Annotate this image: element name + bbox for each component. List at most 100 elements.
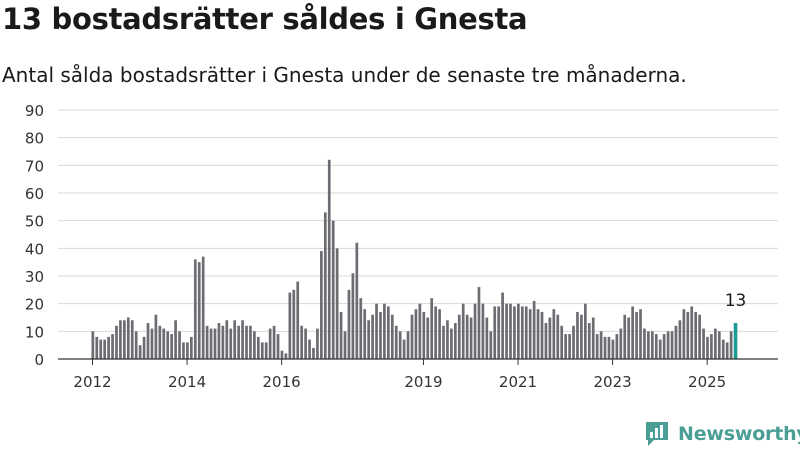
- bar: [142, 336, 146, 359]
- bar: [552, 309, 556, 359]
- bar: [414, 309, 418, 359]
- bar: [111, 334, 114, 359]
- bar: [717, 331, 721, 359]
- bar: [556, 314, 560, 359]
- bar: [107, 336, 110, 359]
- bar: [670, 331, 674, 359]
- bar: [706, 336, 709, 359]
- y-tick-label: 50: [25, 213, 44, 231]
- bar: [253, 331, 256, 359]
- bar: [702, 328, 705, 359]
- bar: [134, 331, 138, 359]
- bar: [327, 159, 331, 359]
- bar: [182, 342, 185, 359]
- bar: [233, 320, 237, 359]
- brand-name: Newsworthy: [678, 423, 800, 445]
- bar: [268, 328, 272, 359]
- bar: [721, 339, 725, 359]
- bar: [237, 325, 240, 359]
- bar: [477, 287, 481, 359]
- bar: [422, 311, 426, 359]
- bar: [280, 350, 284, 359]
- bar: [205, 325, 209, 359]
- bar: [517, 303, 520, 359]
- bar: [394, 325, 398, 359]
- bar: [241, 320, 244, 359]
- bar: [312, 347, 315, 359]
- y-tick-label: 10: [25, 323, 44, 341]
- bar: [406, 331, 410, 359]
- x-tick-label: 2016: [263, 373, 301, 391]
- bar: [138, 345, 142, 359]
- bar: [343, 331, 347, 359]
- x-tick-label: 2021: [499, 373, 537, 391]
- gridlines: [58, 109, 778, 332]
- bar: [453, 323, 457, 359]
- bar: [682, 309, 686, 359]
- bar: [371, 314, 374, 359]
- bar: [201, 256, 205, 359]
- bar: [245, 325, 248, 359]
- bar: [532, 300, 536, 359]
- bar: [615, 334, 619, 359]
- x-tick-label: 2019: [404, 373, 442, 391]
- bar: [115, 325, 118, 359]
- bar: [513, 306, 516, 359]
- bar: [193, 259, 197, 359]
- bar: [260, 342, 264, 359]
- annotations: 13: [725, 291, 747, 311]
- bar: [300, 325, 304, 359]
- bar: [225, 320, 229, 359]
- bar: [572, 325, 575, 359]
- bar: [465, 314, 469, 359]
- bar: [367, 320, 370, 359]
- bar: [678, 320, 682, 359]
- bar: [217, 323, 221, 359]
- bar: [729, 331, 733, 359]
- x-tick-label: 2023: [593, 373, 631, 391]
- y-tick-label: 20: [25, 296, 44, 314]
- bar: [662, 334, 666, 359]
- bar: [359, 298, 363, 359]
- y-tick-label: 40: [25, 240, 44, 258]
- bar: [375, 303, 378, 359]
- bar: [178, 331, 181, 359]
- bar: [473, 303, 477, 359]
- y-tick-label: 90: [25, 102, 44, 120]
- bar: [426, 317, 430, 359]
- bar: [186, 342, 189, 359]
- bar: [284, 353, 288, 359]
- chart-subtitle: Antal sålda bostadsrätter i Gnesta under…: [2, 63, 687, 87]
- bar: [402, 339, 406, 359]
- bar: [544, 323, 548, 359]
- bar: [639, 309, 642, 359]
- bar: [493, 306, 497, 359]
- bar: [520, 306, 524, 359]
- bar: [387, 306, 390, 359]
- bar: [619, 328, 623, 359]
- bar: [524, 306, 528, 359]
- bar: [418, 303, 422, 359]
- bar: [304, 328, 307, 359]
- bar: [320, 251, 323, 359]
- bar: [658, 339, 662, 359]
- latest-value-label: 13: [725, 291, 747, 311]
- bar: [351, 273, 355, 359]
- bar: [576, 311, 579, 359]
- y-axis-tick-labels: 0 10 20 30 40 50 60 70 80 90: [25, 102, 44, 369]
- bar: [154, 314, 158, 359]
- y-tick-label: 70: [25, 157, 44, 175]
- bar: [99, 339, 103, 359]
- bar: [390, 314, 394, 359]
- bar: [308, 339, 311, 359]
- bar: [446, 320, 449, 359]
- x-tick-label: 2012: [73, 373, 111, 391]
- x-tick-label: 2025: [688, 373, 726, 391]
- bar: [190, 336, 193, 359]
- bar: [221, 325, 225, 359]
- bar: [438, 309, 441, 359]
- newsworthy-logo: Newsworthy: [644, 420, 800, 448]
- bar: [643, 328, 646, 359]
- bar: [264, 342, 268, 359]
